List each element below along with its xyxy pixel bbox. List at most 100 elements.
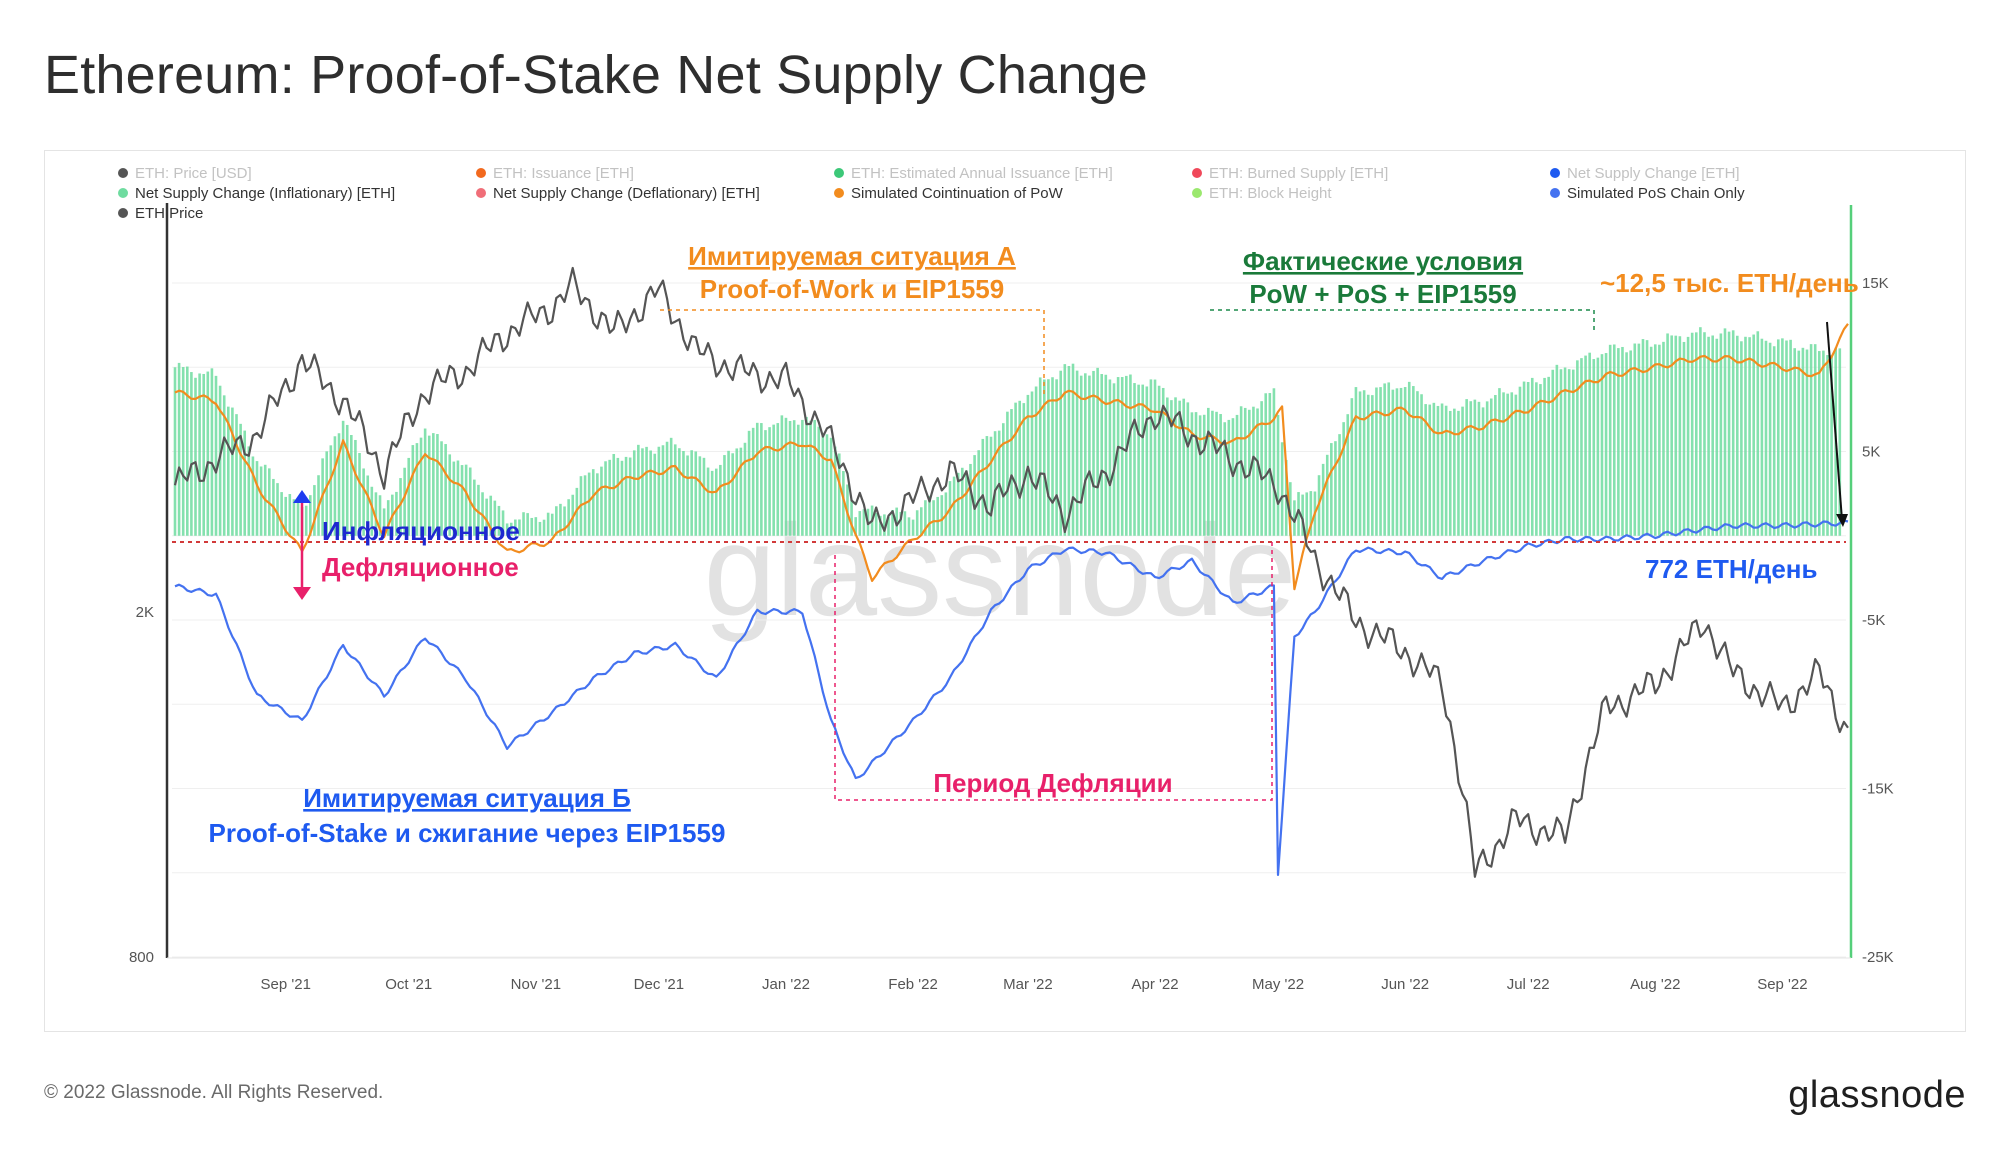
inflation-bar — [1190, 412, 1194, 536]
inflation-bar — [1280, 442, 1284, 536]
left-tick-label: 800 — [129, 949, 154, 966]
inflation-bar — [1088, 375, 1091, 536]
inflation-bar — [1543, 377, 1546, 536]
inflation-bar — [1596, 357, 1600, 536]
inflation-bar — [924, 500, 927, 536]
inflation-bar — [714, 468, 718, 536]
inflation-bar — [386, 500, 390, 536]
inflation-bar — [1297, 492, 1300, 536]
inflation-bar — [1600, 354, 1604, 536]
inflation-bar — [1817, 351, 1821, 536]
inflation-bar — [370, 486, 374, 536]
inflation-bar — [960, 467, 964, 536]
inflation-bar — [1211, 410, 1214, 536]
scenario-a-line2: Proof-of-Work и EIP1559 — [700, 274, 1004, 304]
inflation-bar — [801, 419, 804, 536]
inflation-bar — [854, 517, 857, 536]
inflation-bar — [1756, 331, 1760, 536]
pow-rate-arrow — [1826, 321, 1843, 521]
inflation-bar — [1731, 330, 1735, 536]
inflation-bar — [1264, 393, 1268, 536]
inflation-bar — [1047, 379, 1050, 536]
inflation-bar — [358, 453, 361, 536]
inflation-bar — [181, 367, 185, 536]
inflation-bar — [1334, 441, 1337, 536]
inflation-bar — [1375, 387, 1378, 536]
inflation-bar — [1801, 347, 1805, 536]
inflation-bar — [1157, 385, 1161, 536]
inflation-bar — [1772, 346, 1776, 536]
inflation-bar — [641, 448, 644, 536]
inflation-bar — [514, 519, 517, 536]
inflation-bar — [665, 441, 669, 536]
inflation-bar — [427, 435, 431, 536]
left-tick-label: 2K — [136, 604, 154, 621]
inflation-bar — [669, 437, 673, 536]
inflation-bar — [1239, 406, 1243, 536]
inflation-bar — [1440, 403, 1444, 536]
inflation-bar — [251, 456, 255, 536]
inflation-bar — [1481, 407, 1485, 536]
inflation-bar — [202, 373, 206, 536]
x-tick-label: Nov '21 — [511, 976, 561, 993]
eth-price-line — [173, 266, 1849, 878]
inflation-bar — [1674, 335, 1678, 536]
legend-dot — [834, 168, 844, 178]
inflation-bar — [333, 436, 337, 536]
inflation-bar — [341, 420, 345, 536]
inflation-bar — [337, 433, 341, 536]
inflation-bar — [1170, 400, 1173, 536]
inflation-bar — [1424, 404, 1427, 536]
inflation-bar — [878, 515, 882, 536]
inflation-bar — [1145, 386, 1149, 536]
inflation-bar — [1707, 336, 1710, 536]
inflation-bar — [325, 451, 329, 536]
inflation-bar — [440, 441, 443, 536]
inflation-bar — [227, 406, 230, 536]
inflation-bar — [1555, 364, 1559, 536]
inflation-bar — [534, 517, 538, 536]
inflation-bar — [706, 467, 710, 536]
inflation-bar — [1125, 375, 1128, 536]
inflation-bar — [423, 428, 427, 536]
inflation-bar — [1268, 393, 1272, 536]
inflation-bar — [284, 496, 288, 536]
inflation-bar — [1567, 369, 1571, 536]
pow-rate-arrow-head — [1836, 514, 1848, 527]
inflation-bar — [395, 491, 398, 536]
inflation-bar — [1539, 384, 1542, 536]
inflation-bar — [587, 472, 591, 536]
inflation-bar — [509, 522, 513, 536]
actual-bracket — [1210, 309, 1595, 330]
inflation-bar — [1776, 339, 1780, 536]
inflation-bar — [1104, 374, 1108, 536]
inflation-bar — [604, 461, 607, 536]
inflation-bar — [1309, 491, 1313, 536]
inflation-bar — [1563, 367, 1567, 536]
inflation-bar — [501, 510, 505, 536]
inflation-bar — [177, 362, 181, 536]
inflation-bar — [842, 471, 845, 536]
inflation-bar — [1826, 355, 1829, 536]
inflation-bar — [1338, 434, 1341, 536]
x-tick-label: Aug '22 — [1630, 976, 1680, 993]
inflation-bar — [591, 469, 595, 536]
inflation-bar — [1719, 333, 1723, 536]
inflation-bar — [1166, 397, 1169, 536]
inflation-bar — [1649, 346, 1653, 536]
inflation-bar — [661, 445, 665, 536]
inflation-bar — [1293, 500, 1296, 536]
inflation-bar — [1412, 386, 1415, 536]
inflation-bar — [1571, 369, 1575, 536]
inflation-bar — [821, 435, 825, 536]
inflation-bar — [1219, 414, 1222, 536]
inflation-bar — [1703, 332, 1706, 536]
inflation-bar — [1637, 343, 1641, 536]
inflation-bar — [1030, 391, 1034, 536]
inflation-bar — [407, 457, 411, 536]
inflation-bar — [452, 461, 456, 536]
inflation-bar — [637, 444, 640, 536]
inflation-bar — [345, 424, 349, 536]
inflation-bar — [837, 453, 841, 536]
inflation-bar — [505, 523, 509, 536]
